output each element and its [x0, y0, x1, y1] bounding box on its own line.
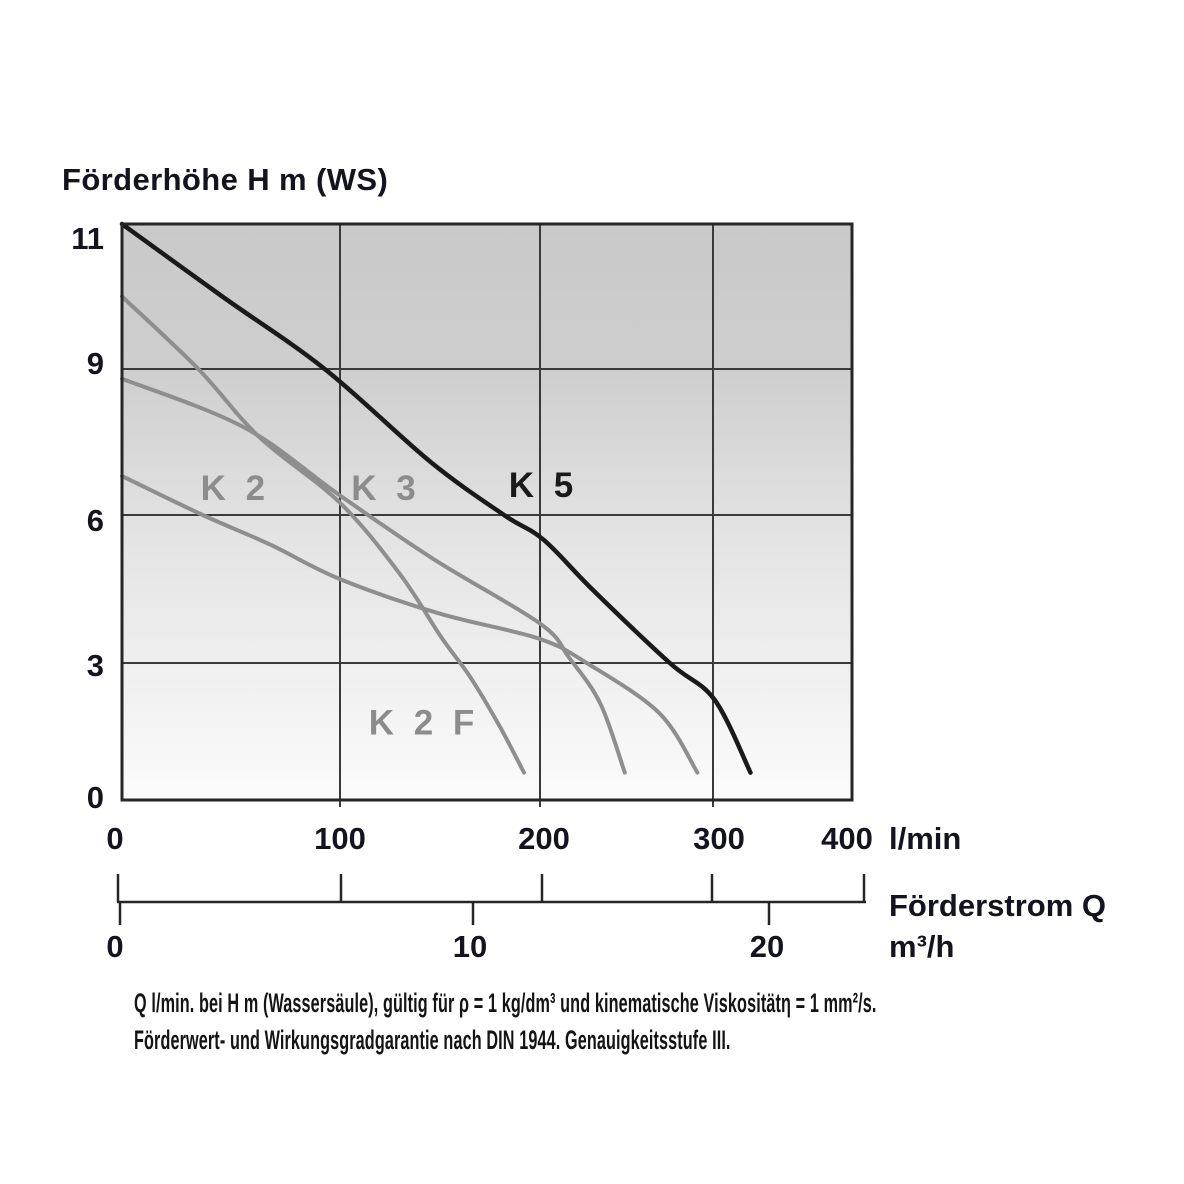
curve-label-k3: K 3 [351, 469, 420, 508]
curve-label-k2: K 2 [201, 469, 270, 508]
curve-k5 [119, 221, 753, 775]
x-unit-m3h: m³/h [889, 929, 954, 964]
x-tick-label-lmin-0: 0 [106, 821, 123, 856]
curve-k2f [120, 294, 526, 775]
y-tick-label-6: 6 [87, 503, 104, 538]
plot-background [122, 224, 852, 800]
y-tick-label-0: 0 [87, 780, 104, 815]
curve-k3 [120, 376, 627, 775]
curve-label-k5: K 5 [509, 466, 578, 505]
footnote-line-1: Q l/min. bei H m (Wassersäule), gültig f… [134, 988, 877, 1018]
chart-title: Förderhöhe H m (WS) [62, 162, 389, 197]
plot-border [120, 222, 854, 802]
x-tick-label-lmin-200: 200 [518, 821, 570, 856]
x-tick-label-m3h-0: 0 [106, 929, 123, 964]
x-tick-label-lmin-300: 300 [693, 821, 745, 856]
curve-k2 [120, 474, 700, 775]
x-unit-lmin: l/min [889, 821, 961, 856]
y-tick-label-9: 9 [87, 346, 104, 381]
y-tick-label-11: 11 [71, 221, 104, 256]
x-tick-label-lmin-100: 100 [314, 821, 366, 856]
curve-label-k2f: K 2 F [369, 703, 480, 742]
y-tick-label-3: 3 [87, 648, 104, 683]
flow-axis-label: Förderstrom Q [889, 888, 1106, 923]
footnote-line-2: Förderwert- und Wirkungsgradgarantie nac… [134, 1025, 731, 1055]
x-tick-label-m3h-20: 20 [750, 929, 784, 964]
x-tick-label-lmin-400: 400 [821, 821, 873, 856]
x-tick-label-m3h-10: 10 [453, 929, 487, 964]
